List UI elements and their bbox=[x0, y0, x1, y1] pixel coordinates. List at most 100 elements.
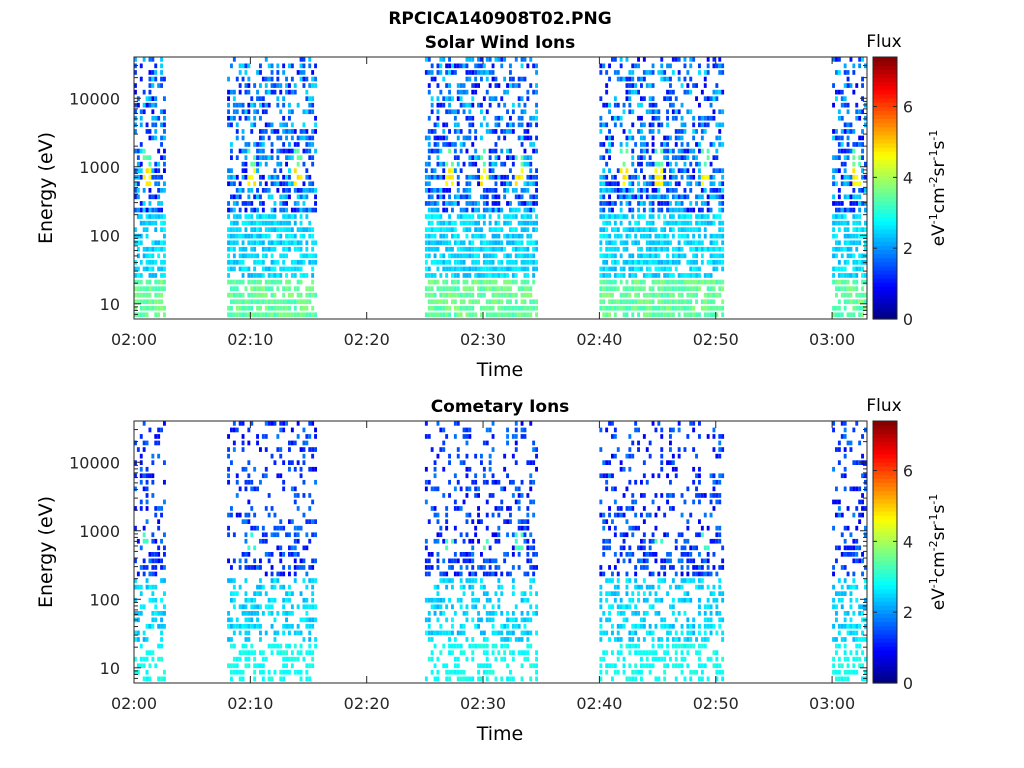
heatmap-cell bbox=[465, 676, 469, 682]
heatmap-cell bbox=[628, 286, 632, 291]
heatmap-cell bbox=[270, 246, 274, 252]
heatmap-cell bbox=[451, 292, 454, 298]
heatmap-cell bbox=[445, 630, 449, 636]
heatmap-cell bbox=[506, 571, 509, 577]
heatmap-cell bbox=[669, 207, 672, 213]
heatmap-cell bbox=[846, 109, 850, 115]
heatmap-cell bbox=[160, 155, 163, 160]
heatmap-cell bbox=[477, 260, 480, 265]
heatmap-cell bbox=[302, 656, 306, 662]
heatmap-cell bbox=[669, 63, 672, 69]
heatmap-cell bbox=[619, 214, 623, 219]
heatmap-cell bbox=[299, 70, 303, 75]
heatmap-cell bbox=[517, 552, 521, 557]
heatmap-cell bbox=[290, 207, 294, 213]
heatmap-cell bbox=[611, 174, 614, 180]
heatmap-cell bbox=[244, 663, 248, 669]
heatmap-cell bbox=[433, 538, 437, 544]
heatmap-cell bbox=[605, 597, 609, 603]
heatmap-cell bbox=[433, 207, 437, 213]
heatmap-cell bbox=[136, 630, 140, 636]
heatmap-cell bbox=[640, 233, 643, 239]
heatmap-cell bbox=[436, 519, 440, 524]
heatmap-cell bbox=[622, 102, 626, 108]
heatmap-cell bbox=[677, 155, 681, 160]
heatmap-cell bbox=[241, 676, 245, 682]
heatmap-cell bbox=[654, 266, 658, 272]
heatmap-cell bbox=[436, 266, 440, 272]
colorbar-segment bbox=[873, 61, 897, 66]
heatmap-cell bbox=[471, 174, 475, 180]
heatmap-cell bbox=[285, 181, 288, 187]
heatmap-cell bbox=[674, 207, 678, 213]
heatmap-cell bbox=[163, 279, 166, 285]
heatmap-cell bbox=[442, 233, 446, 239]
heatmap-cell bbox=[436, 214, 440, 219]
heatmap-cell bbox=[523, 624, 527, 629]
heatmap-cell bbox=[445, 512, 449, 518]
heatmap-cell bbox=[459, 604, 463, 610]
colorbar-segment bbox=[873, 200, 897, 205]
heatmap-cell bbox=[683, 57, 687, 62]
heatmap-cell bbox=[436, 122, 440, 128]
heatmap-cell bbox=[282, 227, 286, 232]
heatmap-cell bbox=[485, 240, 489, 246]
heatmap-cell bbox=[605, 427, 609, 433]
heatmap-cell bbox=[861, 312, 864, 318]
heatmap-cell bbox=[442, 312, 446, 318]
heatmap-cell bbox=[517, 76, 521, 82]
heatmap-cell bbox=[840, 246, 844, 252]
heatmap-cell bbox=[686, 168, 690, 173]
heatmap-cell bbox=[238, 194, 242, 200]
heatmap-cell bbox=[474, 253, 478, 259]
heatmap-cell bbox=[698, 266, 701, 272]
heatmap-cell bbox=[837, 201, 841, 206]
heatmap-cell bbox=[436, 538, 440, 544]
heatmap-cell bbox=[145, 168, 149, 173]
heatmap-cell bbox=[680, 201, 684, 206]
heatmap-cell bbox=[157, 453, 161, 459]
heatmap-cell bbox=[279, 122, 283, 128]
heatmap-cell bbox=[526, 201, 530, 206]
heatmap-cell bbox=[517, 486, 521, 492]
heatmap-cell bbox=[526, 135, 530, 141]
heatmap-cell bbox=[296, 656, 300, 662]
heatmap-cell bbox=[517, 499, 521, 505]
heatmap-cell bbox=[500, 591, 504, 596]
heatmap-cell bbox=[285, 669, 288, 675]
heatmap-cell bbox=[442, 96, 446, 101]
heatmap-cell bbox=[506, 611, 509, 616]
heatmap-cell bbox=[160, 260, 163, 265]
heatmap-cell bbox=[698, 142, 701, 147]
heatmap-cell bbox=[700, 135, 704, 141]
heatmap-cell bbox=[532, 260, 536, 265]
heatmap-cell bbox=[835, 135, 838, 141]
heatmap-cell bbox=[677, 201, 681, 206]
heatmap-cell bbox=[453, 233, 457, 239]
heatmap-cell bbox=[680, 246, 684, 252]
heatmap-cell bbox=[261, 584, 265, 590]
heatmap-cell bbox=[503, 279, 507, 285]
heatmap-cell bbox=[442, 76, 446, 82]
heatmap-cell bbox=[520, 96, 524, 101]
heatmap-cell bbox=[721, 89, 725, 95]
heatmap-cell bbox=[517, 201, 521, 206]
heatmap-cell bbox=[136, 240, 140, 246]
heatmap-cell bbox=[264, 299, 268, 305]
heatmap-cell bbox=[456, 663, 460, 669]
heatmap-cell bbox=[244, 299, 248, 305]
heatmap-cell bbox=[506, 663, 509, 669]
heatmap-cell bbox=[619, 168, 623, 173]
heatmap-cell bbox=[451, 109, 454, 115]
heatmap-cell bbox=[465, 181, 469, 187]
heatmap-cell bbox=[637, 214, 640, 219]
heatmap-cell bbox=[689, 161, 693, 167]
heatmap-cell bbox=[692, 155, 696, 160]
heatmap-cell bbox=[250, 305, 254, 311]
heatmap-cell bbox=[459, 643, 463, 649]
heatmap-cell bbox=[613, 174, 617, 180]
heatmap-cell bbox=[480, 102, 483, 108]
heatmap-cell bbox=[517, 637, 521, 642]
heatmap-cell bbox=[506, 122, 509, 128]
